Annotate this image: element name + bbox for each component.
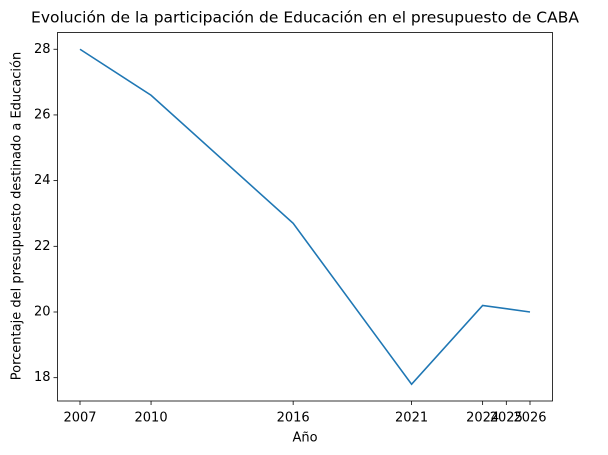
y-tick-label: 24 (34, 173, 51, 188)
y-tick-label: 18 (34, 370, 51, 385)
y-tick-label: 28 (34, 42, 51, 57)
x-tick-label: 2007 (63, 411, 96, 426)
x-tick-label: 2026 (513, 411, 546, 426)
x-tick-label: 2010 (135, 411, 168, 426)
data-line (79, 48, 531, 386)
y-tick-label: 20 (34, 304, 51, 319)
x-tick-label: 2025 (490, 411, 523, 426)
x-tick-label: 2016 (277, 411, 310, 426)
x-tick-label: 2024 (466, 411, 499, 426)
x-axis-label: Año (292, 431, 317, 446)
y-tick-label: 26 (34, 107, 51, 122)
x-tick-label: 2021 (395, 411, 428, 426)
plot-frame (57, 32, 553, 402)
y-axis-label: Porcentaje del presupuesto destinado a E… (10, 52, 25, 381)
y-tick-label: 22 (34, 239, 51, 254)
chart-title: Evolución de la participación de Educaci… (31, 9, 579, 27)
